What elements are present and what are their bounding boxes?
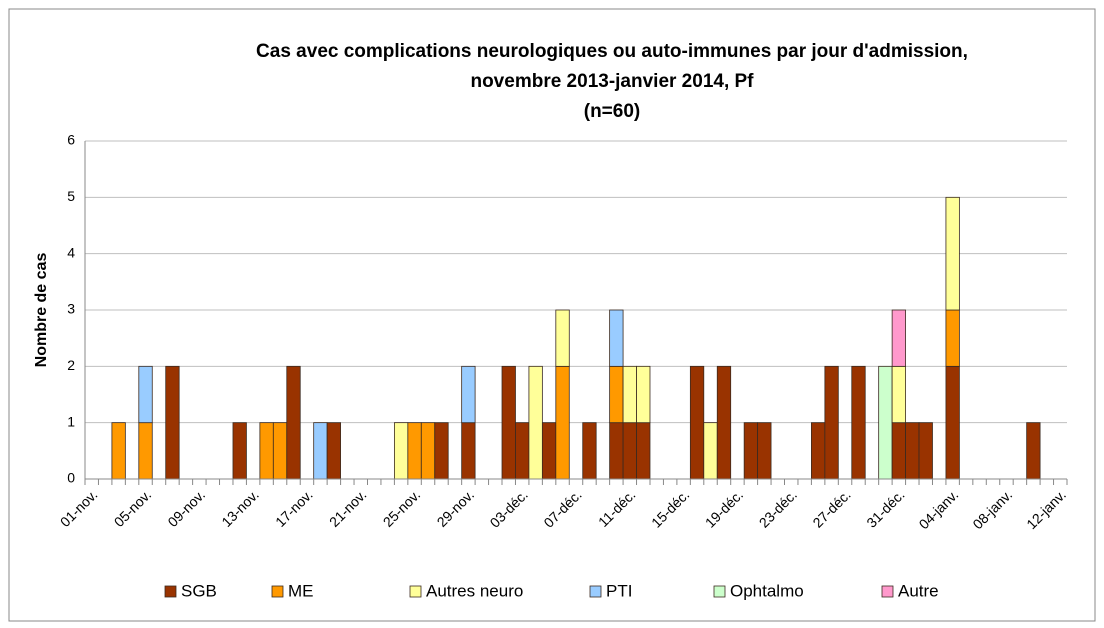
- bar-segment: [851, 365, 866, 480]
- legend-label: Autre: [898, 581, 939, 600]
- bar-segment: [891, 365, 906, 424]
- bar-segment: [259, 422, 274, 480]
- bar-segment: [461, 365, 476, 424]
- legend-label: Autres neuro: [426, 581, 523, 600]
- bar-segment: [528, 365, 543, 480]
- legend-label: Ophtalmo: [730, 581, 804, 600]
- bar-segment: [703, 422, 718, 480]
- bar-segment: [326, 422, 341, 480]
- bar-segment: [461, 422, 476, 480]
- bar-segment: [891, 422, 906, 480]
- bar-segment: [905, 422, 920, 480]
- bar-segment: [811, 422, 826, 480]
- legend-label: ME: [288, 581, 314, 600]
- bar-segment: [555, 309, 570, 367]
- bar-segment: [918, 422, 933, 480]
- bar-segment: [945, 365, 960, 480]
- legend-swatch: [271, 585, 284, 598]
- bar-segment: [272, 422, 288, 480]
- legend-swatch: [713, 585, 726, 598]
- bar-segment: [286, 365, 301, 480]
- bar-segment: [622, 365, 637, 424]
- bar-segment: [636, 422, 651, 480]
- y-axis-label: Nombre de cas: [33, 253, 50, 368]
- y-tick-label: 0: [67, 470, 75, 486]
- bar-segment: [1026, 422, 1041, 480]
- bar-segment: [232, 422, 247, 480]
- y-tick-label: 3: [67, 301, 75, 317]
- legend-swatch: [164, 585, 177, 598]
- bar-segment: [313, 422, 328, 480]
- y-tick-label: 2: [67, 357, 75, 373]
- legend-label: SGB: [181, 581, 217, 600]
- bar-segment: [689, 365, 705, 480]
- y-tick-label: 5: [67, 188, 75, 204]
- bar-segment: [824, 365, 839, 480]
- bar-segment: [636, 365, 651, 424]
- bar-segment: [582, 422, 597, 480]
- bar-segment: [515, 422, 530, 480]
- bar-segment: [407, 422, 422, 480]
- bar-segment: [891, 309, 906, 367]
- bar-segment: [541, 422, 557, 480]
- bar-segment: [111, 422, 126, 480]
- bar-segment: [757, 422, 772, 480]
- y-tick-label: 6: [67, 132, 75, 148]
- bar-segment: [609, 365, 624, 424]
- chart-title: Cas avec complications neurologiques ou …: [256, 41, 968, 62]
- bar-segment: [501, 365, 516, 480]
- bar-segment: [609, 309, 624, 367]
- legend-swatch: [409, 585, 422, 598]
- bar-segment: [945, 309, 960, 367]
- bar-segment: [945, 196, 960, 311]
- bar-segment: [716, 365, 732, 480]
- bar-segment: [165, 365, 180, 480]
- bar-segment: [420, 422, 436, 480]
- bar-segment: [743, 422, 759, 480]
- chart-title: novembre 2013-janvier 2014, Pf: [470, 71, 754, 92]
- bar-segment: [609, 422, 624, 480]
- bar-segment: [434, 422, 449, 480]
- legend-swatch: [881, 585, 894, 598]
- y-tick-label: 1: [67, 413, 75, 429]
- bar-segment: [878, 365, 893, 480]
- bar-segment: [138, 422, 153, 480]
- chart-border: [8, 8, 1096, 622]
- bar-segment: [138, 365, 153, 424]
- bar-segment: [393, 422, 409, 480]
- chart-title: (n=60): [584, 101, 641, 122]
- bar-segment: [622, 422, 637, 480]
- y-tick-label: 4: [67, 244, 75, 260]
- legend-swatch: [589, 585, 602, 598]
- bar-segment: [555, 365, 570, 480]
- legend-label: PTI: [606, 581, 632, 600]
